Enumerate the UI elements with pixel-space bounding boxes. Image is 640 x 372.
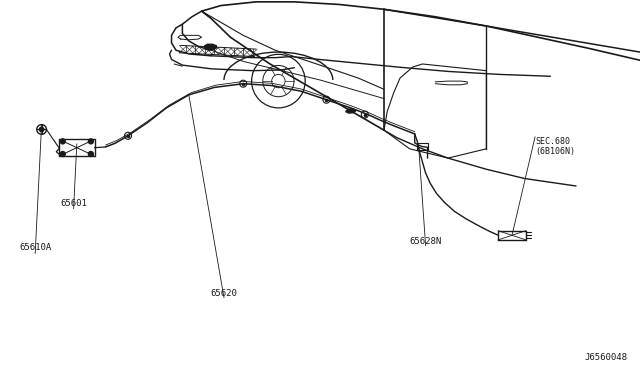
Circle shape <box>60 139 65 144</box>
Circle shape <box>88 139 93 144</box>
Text: 65620: 65620 <box>211 289 237 298</box>
Text: SEC.680
(6B106N): SEC.680 (6B106N) <box>535 137 575 156</box>
Circle shape <box>88 151 93 157</box>
Text: 65610A: 65610A <box>19 243 51 252</box>
Circle shape <box>60 151 65 157</box>
Polygon shape <box>205 44 216 50</box>
Circle shape <box>40 127 44 132</box>
Polygon shape <box>346 109 356 113</box>
Text: 65601: 65601 <box>60 199 87 208</box>
Text: J6560048: J6560048 <box>584 353 627 362</box>
Text: 65628N: 65628N <box>410 237 442 246</box>
